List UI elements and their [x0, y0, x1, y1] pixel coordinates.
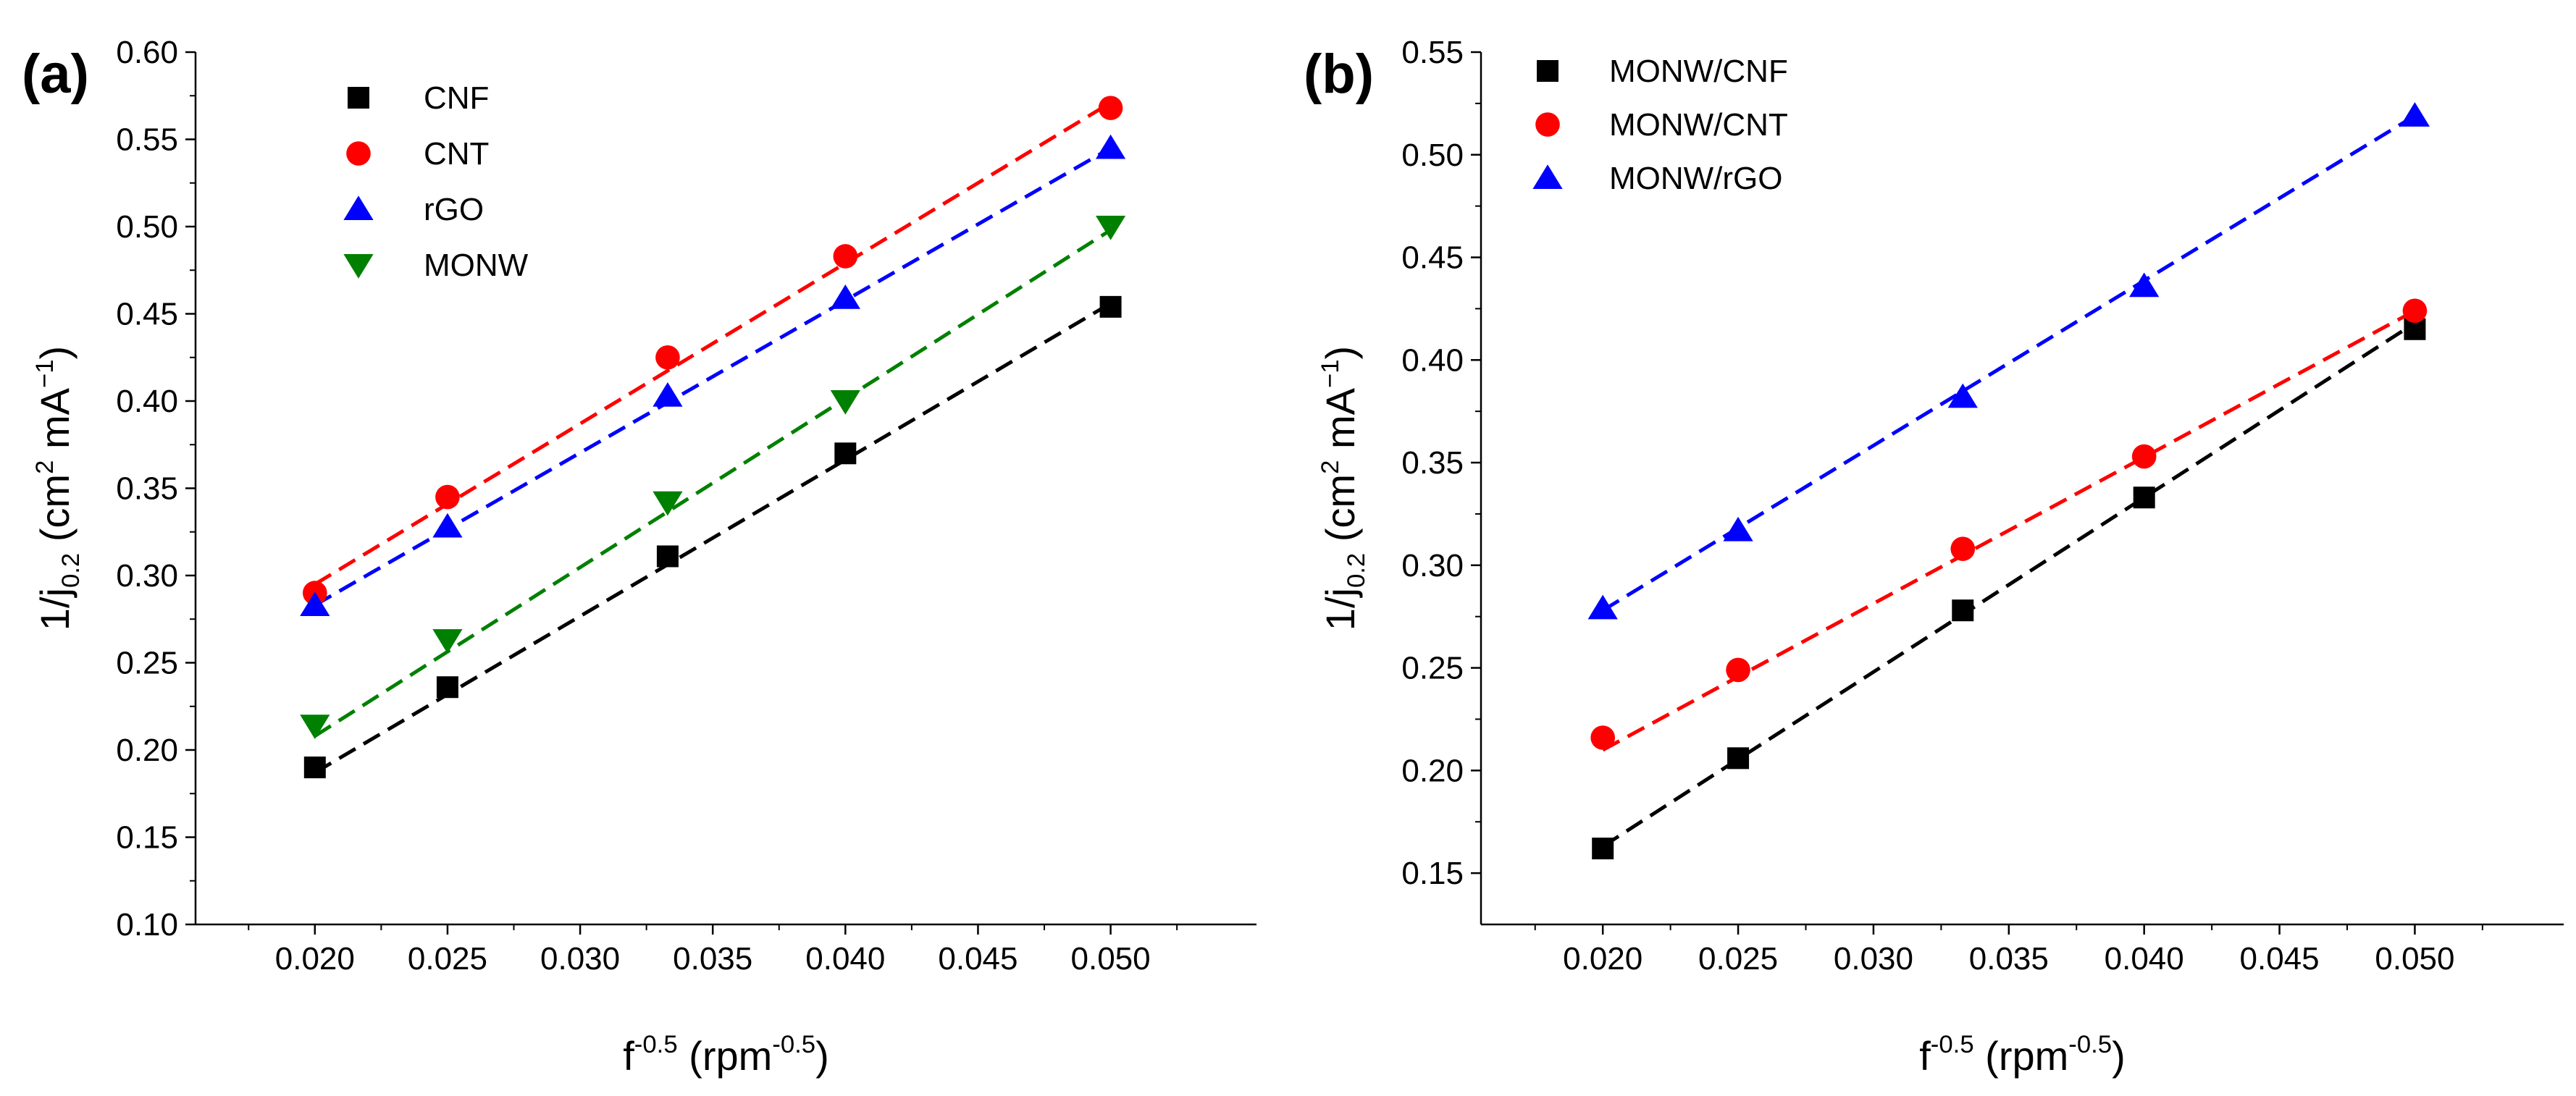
y-tick-label: 0.30 — [1401, 548, 1464, 583]
y-tick-label: 0.35 — [116, 471, 178, 507]
x-tick-label: 0.045 — [2240, 941, 2320, 977]
x-tick-label: 0.045 — [938, 941, 1018, 977]
legend-marker-monw — [343, 254, 374, 279]
data-point-monw — [432, 629, 463, 654]
data-point-cnt — [833, 244, 858, 269]
y-tick-label: 0.10 — [116, 907, 178, 943]
data-point-monw-cnt — [2402, 298, 2428, 324]
data-point-monw-cnf — [1952, 599, 1974, 622]
y-tick-label: 0.20 — [116, 733, 178, 768]
legend: MONW/CNF MONW/CNT MONW/rGO — [1532, 54, 1788, 196]
x-tick-label: 0.025 — [408, 941, 487, 977]
y-tick-label: 0.25 — [116, 646, 178, 681]
y-tick-label: 0.45 — [116, 297, 178, 332]
x-tick-label: 0.050 — [1071, 941, 1151, 977]
data-point-monw-cnf — [1592, 838, 1614, 860]
data-point-monw-cnt — [1726, 657, 1750, 683]
fit-line-monw-cnt — [1601, 309, 2416, 752]
legend: CNF CNT rGO MONW — [343, 80, 529, 283]
legend-marker-cnf — [348, 87, 369, 109]
legend-marker-monw-cnf — [1537, 60, 1558, 82]
x-tick-label: 0.030 — [540, 941, 620, 977]
data-point-monw — [830, 390, 860, 415]
data-point-rgo — [300, 591, 330, 616]
y-tick-label: 0.40 — [116, 384, 178, 419]
y-tick-label: 0.30 — [116, 558, 178, 594]
data-point-monw-rgo — [1587, 594, 1618, 620]
legend-marker-monw-rgo — [1532, 164, 1563, 189]
data-point-rgo — [653, 382, 683, 407]
data-point-cnt — [1098, 96, 1123, 120]
y-tick-label: 0.40 — [1401, 342, 1464, 378]
legend-marker-cnt — [346, 141, 371, 166]
fit-line-monw — [314, 228, 1112, 738]
panel-label: (a) — [22, 43, 89, 105]
data-point-monw-cnf — [2133, 486, 2155, 509]
data-point-cnf — [436, 676, 458, 699]
x-axis-label: f-0.5 (rpm-0.5) — [623, 1031, 829, 1079]
data-point-rgo — [432, 513, 463, 538]
fit-line-cnt — [314, 101, 1112, 586]
data-point-monw — [300, 714, 330, 740]
legend-label-monw-rgo: MONW/rGO — [1609, 161, 1783, 196]
data-point-monw-cnt — [1590, 725, 1615, 750]
x-tick-label: 0.025 — [1698, 941, 1778, 977]
data-point-monw-cnt — [2131, 444, 2157, 469]
data-point-cnf — [656, 545, 679, 568]
x-tick-label: 0.020 — [275, 941, 355, 977]
x-tick-label: 0.020 — [1563, 941, 1642, 977]
y-tick-label: 0.50 — [116, 209, 178, 245]
y-axis-label: 1/j0.2 (cm2 mA−1) — [1317, 346, 1370, 631]
y-tick-label: 0.15 — [116, 820, 178, 856]
data-point-cnf — [834, 442, 857, 465]
y-tick-label: 0.20 — [1401, 753, 1464, 788]
x-tick-label: 0.040 — [2105, 941, 2184, 977]
y-tick-label: 0.45 — [1401, 240, 1464, 276]
y-tick-label: 0.50 — [1401, 138, 1464, 173]
x-tick-label: 0.030 — [1834, 941, 1913, 977]
x-tick-label: 0.035 — [1969, 941, 2049, 977]
legend-marker-monw-cnt — [1535, 112, 1560, 137]
fit-line-cnf — [314, 301, 1112, 775]
y-axis-label: 1/j0.2 (cm2 mA−1) — [31, 346, 85, 631]
legend-marker-rgo — [343, 195, 374, 220]
data-point-monw-cnt — [1950, 536, 1976, 561]
x-tick-label: 0.040 — [805, 941, 885, 977]
data-point-monw — [653, 491, 683, 516]
legend-label-cnt: CNT — [424, 136, 489, 172]
legend-label-monw: MONW — [424, 248, 529, 283]
data-point-monw-rgo — [2129, 272, 2160, 298]
y-tick-label: 0.55 — [116, 122, 178, 158]
data-point-rgo — [830, 284, 860, 309]
x-axis-label: f-0.5 (rpm-0.5) — [1919, 1031, 2126, 1079]
legend-label-cnf: CNF — [424, 80, 489, 116]
data-point-rgo — [1095, 134, 1126, 159]
panel-label: (b) — [1304, 43, 1374, 105]
legend-label-monw-cnt: MONW/CNT — [1609, 107, 1788, 143]
data-point-monw-rgo — [2399, 102, 2430, 127]
x-tick-label: 0.050 — [2375, 941, 2454, 977]
x-tick-label: 0.035 — [673, 941, 752, 977]
data-point-cnf — [1099, 295, 1122, 318]
panel-a: 0.10 0.15 0.20 0.25 0.30 0.35 0.40 0.45 0.50 0.55… — [22, 35, 1256, 1079]
data-point-monw-cnf — [1727, 747, 1750, 770]
y-tick-label: 0.60 — [116, 35, 178, 70]
panel-b: 0.15 0.20 0.25 0.30 0.35 0.40 0.45 0.50 0.55 0.02… — [1304, 35, 2564, 1079]
fit-line-monw-cnf — [1601, 321, 2416, 848]
data-point-monw-rgo — [1947, 383, 1978, 408]
data-point-monw — [1095, 216, 1126, 240]
data-point-monw-rgo — [1723, 516, 1753, 541]
y-tick-label: 0.55 — [1401, 35, 1464, 70]
legend-label-monw-cnf: MONW/CNF — [1609, 54, 1788, 89]
data-point-cnt — [435, 484, 460, 510]
y-tick-label: 0.15 — [1401, 856, 1464, 891]
data-point-cnf — [303, 756, 326, 779]
y-tick-label: 0.25 — [1401, 651, 1464, 686]
data-point-cnt — [655, 345, 680, 370]
y-tick-label: 0.35 — [1401, 445, 1464, 481]
legend-label-rgo: rGO — [424, 192, 484, 227]
